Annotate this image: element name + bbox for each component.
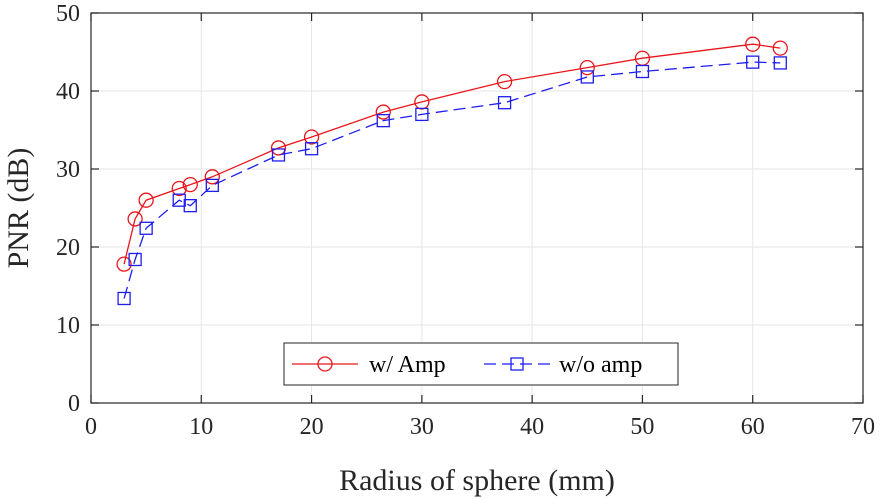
data-point (183, 199, 197, 213)
y-tick-label: 40 (56, 79, 80, 105)
legend: w/ Amp w/o amp (283, 342, 679, 386)
data-point (580, 70, 594, 84)
axis-ticks (90, 12, 864, 404)
data-point (772, 40, 788, 56)
data-point (171, 180, 187, 197)
x-tick-label: 60 (741, 414, 765, 440)
data-point (304, 142, 319, 156)
data-point (415, 107, 429, 122)
y-axis-label: PNR (dB) (2, 148, 35, 269)
data-point (635, 64, 650, 79)
plot-area-background (91, 13, 863, 403)
data-point (116, 256, 132, 272)
data-point (205, 178, 219, 193)
data-point (127, 211, 143, 227)
data-point (375, 104, 391, 120)
data-point (746, 55, 760, 69)
x-tick-label: 20 (300, 414, 324, 440)
legend-label-wo-amp: w/o amp (559, 352, 642, 378)
x-tick-label: 0 (85, 414, 97, 440)
tick-labels: 0 10 20 30 40 50 60 70 0 10 20 30 40 50 (56, 1, 875, 440)
data-point (204, 169, 220, 185)
x-tick-label: 70 (851, 414, 875, 440)
y-tick-label: 30 (56, 157, 80, 183)
y-tick-label: 20 (56, 235, 80, 261)
y-tick-label: 10 (56, 313, 80, 339)
series-layer (116, 36, 788, 306)
y-tick-label: 50 (56, 1, 80, 27)
series-line (123, 43, 781, 265)
data-point (117, 291, 131, 306)
series-1 (116, 36, 788, 272)
data-point (579, 59, 595, 76)
x-tick-label: 30 (410, 414, 434, 440)
x-tick-label: 40 (520, 414, 544, 440)
data-point (376, 113, 390, 128)
data-point (271, 148, 286, 162)
plot-frame (90, 12, 864, 404)
data-point (303, 129, 320, 145)
x-tick-label: 10 (189, 414, 213, 440)
legend-label-w-amp: w/ Amp (369, 352, 446, 378)
grid-lines (91, 13, 863, 403)
data-point (773, 56, 787, 70)
series-2 (117, 55, 787, 306)
legend-marker-w-amp (317, 356, 333, 372)
x-tick-label: 50 (630, 414, 654, 440)
y-tick-label: 0 (68, 391, 80, 417)
data-point (182, 176, 198, 193)
legend-marker-wo-amp (510, 357, 524, 371)
data-point (745, 36, 761, 52)
data-point (138, 192, 154, 208)
data-point (497, 96, 512, 110)
data-point (139, 221, 153, 235)
x-axis-label: Radius of sphere (mm) (339, 464, 615, 497)
data-point (496, 73, 513, 90)
data-point (270, 140, 287, 156)
data-point (128, 252, 142, 267)
